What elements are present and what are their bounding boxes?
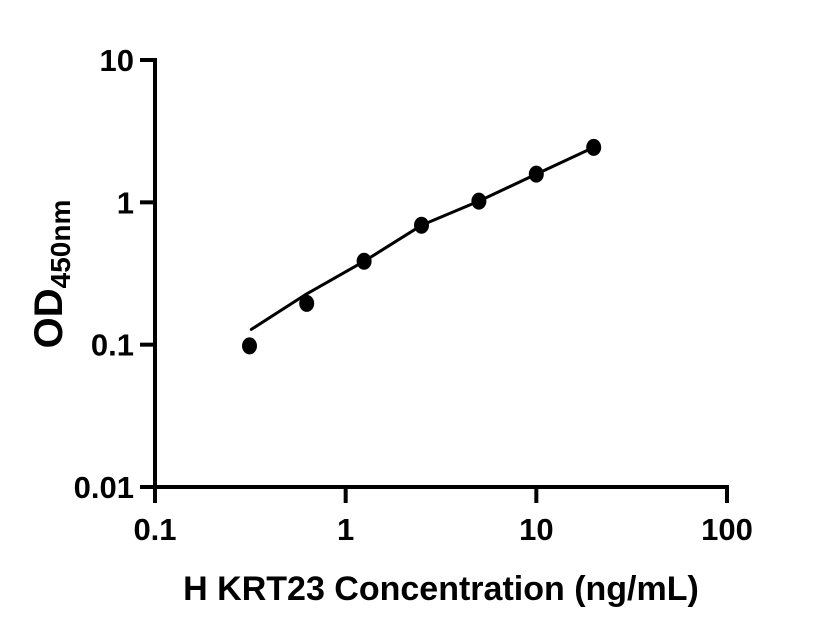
x-axis-ticks [153,487,729,503]
y-tick-label: 10 [100,43,134,78]
x-tick-label: 1 [337,512,354,547]
x-tick-label: 0.1 [133,512,176,547]
data-point-marker [242,337,257,355]
axes [140,58,729,503]
x-axis-title: H KRT23 Concentration (ng/mL) [183,570,699,608]
y-axis-ticks [140,58,155,489]
y-axis-title-subscript: 450nm [45,200,76,289]
y-axis-title-main: OD [27,288,71,348]
data-point-marker [356,252,372,270]
y-tick-label: 0.01 [74,470,134,505]
axis-frame [153,58,729,489]
y-axis-title: OD450nm [27,200,76,349]
data-point-marker [528,165,544,183]
x-tick-label: 10 [519,512,553,547]
y-axis-tick-labels: 0.01 0.1 1 10 [74,43,134,505]
data-points [242,138,602,355]
y-tick-label: 1 [117,185,134,220]
data-point-marker [586,138,602,156]
x-tick-label: 100 [701,512,753,547]
y-tick-label: 0.1 [91,328,134,363]
x-axis-tick-labels: 0.1 1 10 100 [133,512,752,547]
data-point-marker [299,294,315,312]
data-point-marker [414,216,429,234]
data-point-marker [471,192,487,210]
